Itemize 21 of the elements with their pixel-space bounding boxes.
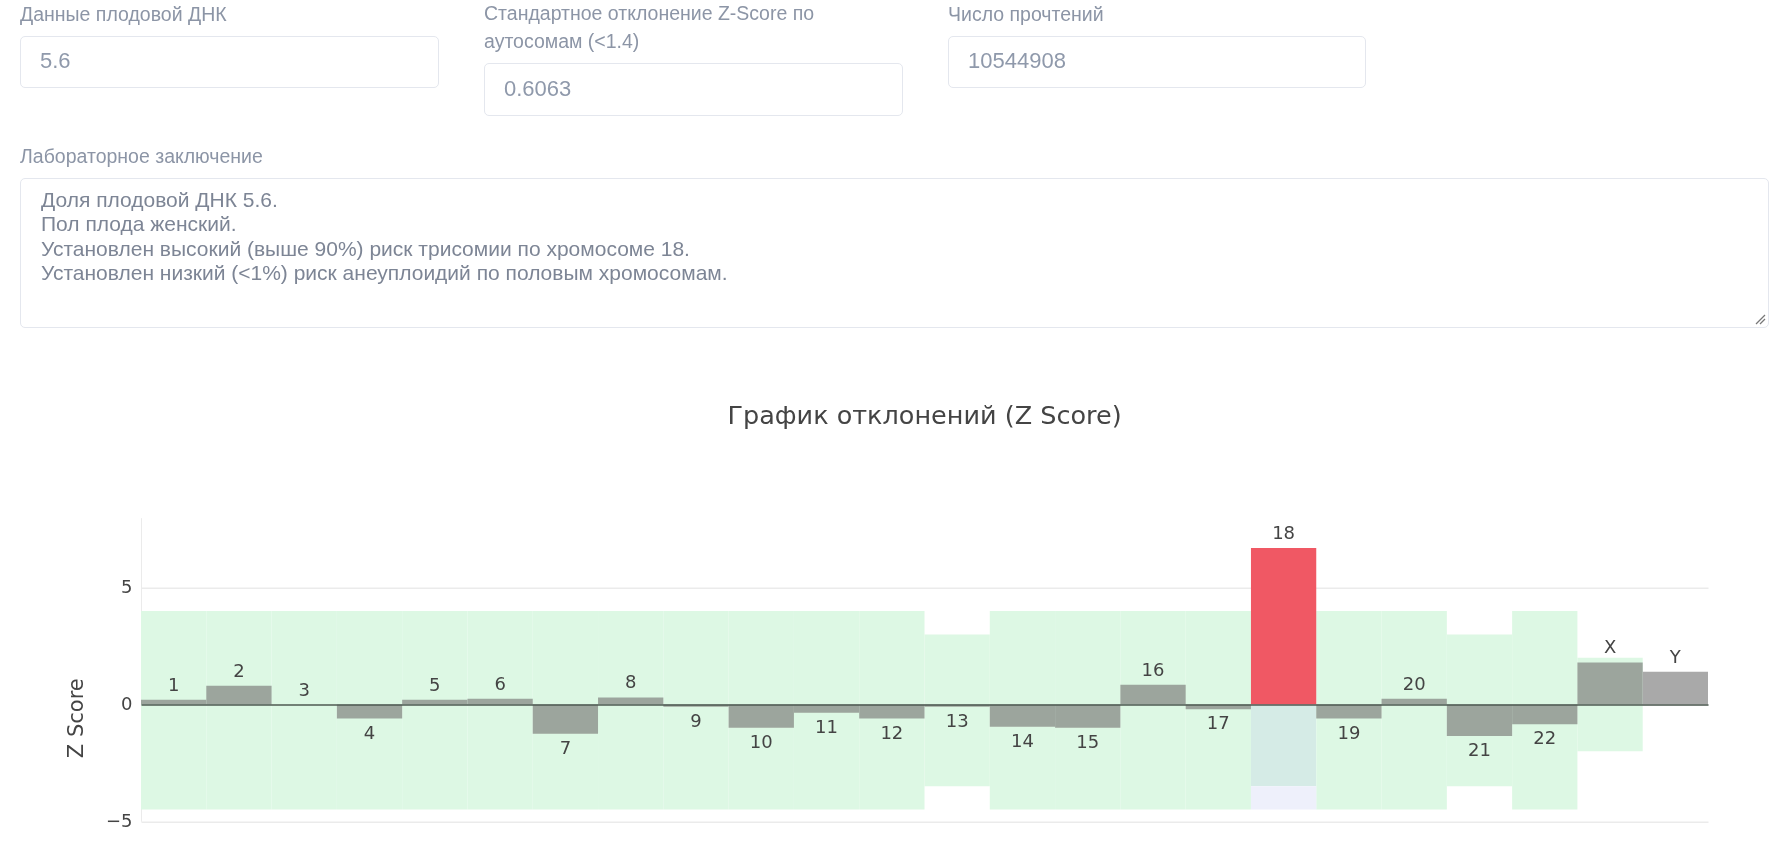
text-area: Доля плодовой ДНК 5.6. Пол плода женский. Установлен высокий (выше 90%) риск трисомии по хромосоме 18. Установлен низкий (<1%) риск анеуплоидий по половым хромосомам. xyxy=(20,178,1769,328)
y-axis-title: Z Score xyxy=(63,678,88,759)
text: Стандартное отклонение Z-Score по аутосомам (<1.4) xyxy=(484,1,816,54)
x-tick-label: 22 xyxy=(1533,727,1557,749)
y-tick-label: 0 xyxy=(121,693,133,714)
text-field: 5.6 xyxy=(20,36,439,88)
x-tick-label: 21 xyxy=(1468,739,1491,761)
x-tick-label: 13 xyxy=(945,709,969,731)
text: Число прочтений xyxy=(948,2,1105,27)
text: Лабораторное заключение xyxy=(20,144,263,169)
x-tick-label: 18 xyxy=(1272,522,1296,544)
text-field: 0.6063 xyxy=(484,63,903,116)
x-tick-label: 20 xyxy=(1402,672,1426,694)
x-tick-label: X xyxy=(1603,636,1617,658)
x-tick-label: Y xyxy=(1668,645,1682,667)
text: Данные плодовой ДНК xyxy=(20,2,228,27)
x-tick-label: 19 xyxy=(1337,721,1361,743)
text-field: 10544908 xyxy=(948,36,1366,88)
y-tick-label: 5 xyxy=(121,576,133,598)
y-tick-label: −5 xyxy=(105,809,133,831)
chart-title: График отклонений (Z Score) xyxy=(727,400,1122,431)
